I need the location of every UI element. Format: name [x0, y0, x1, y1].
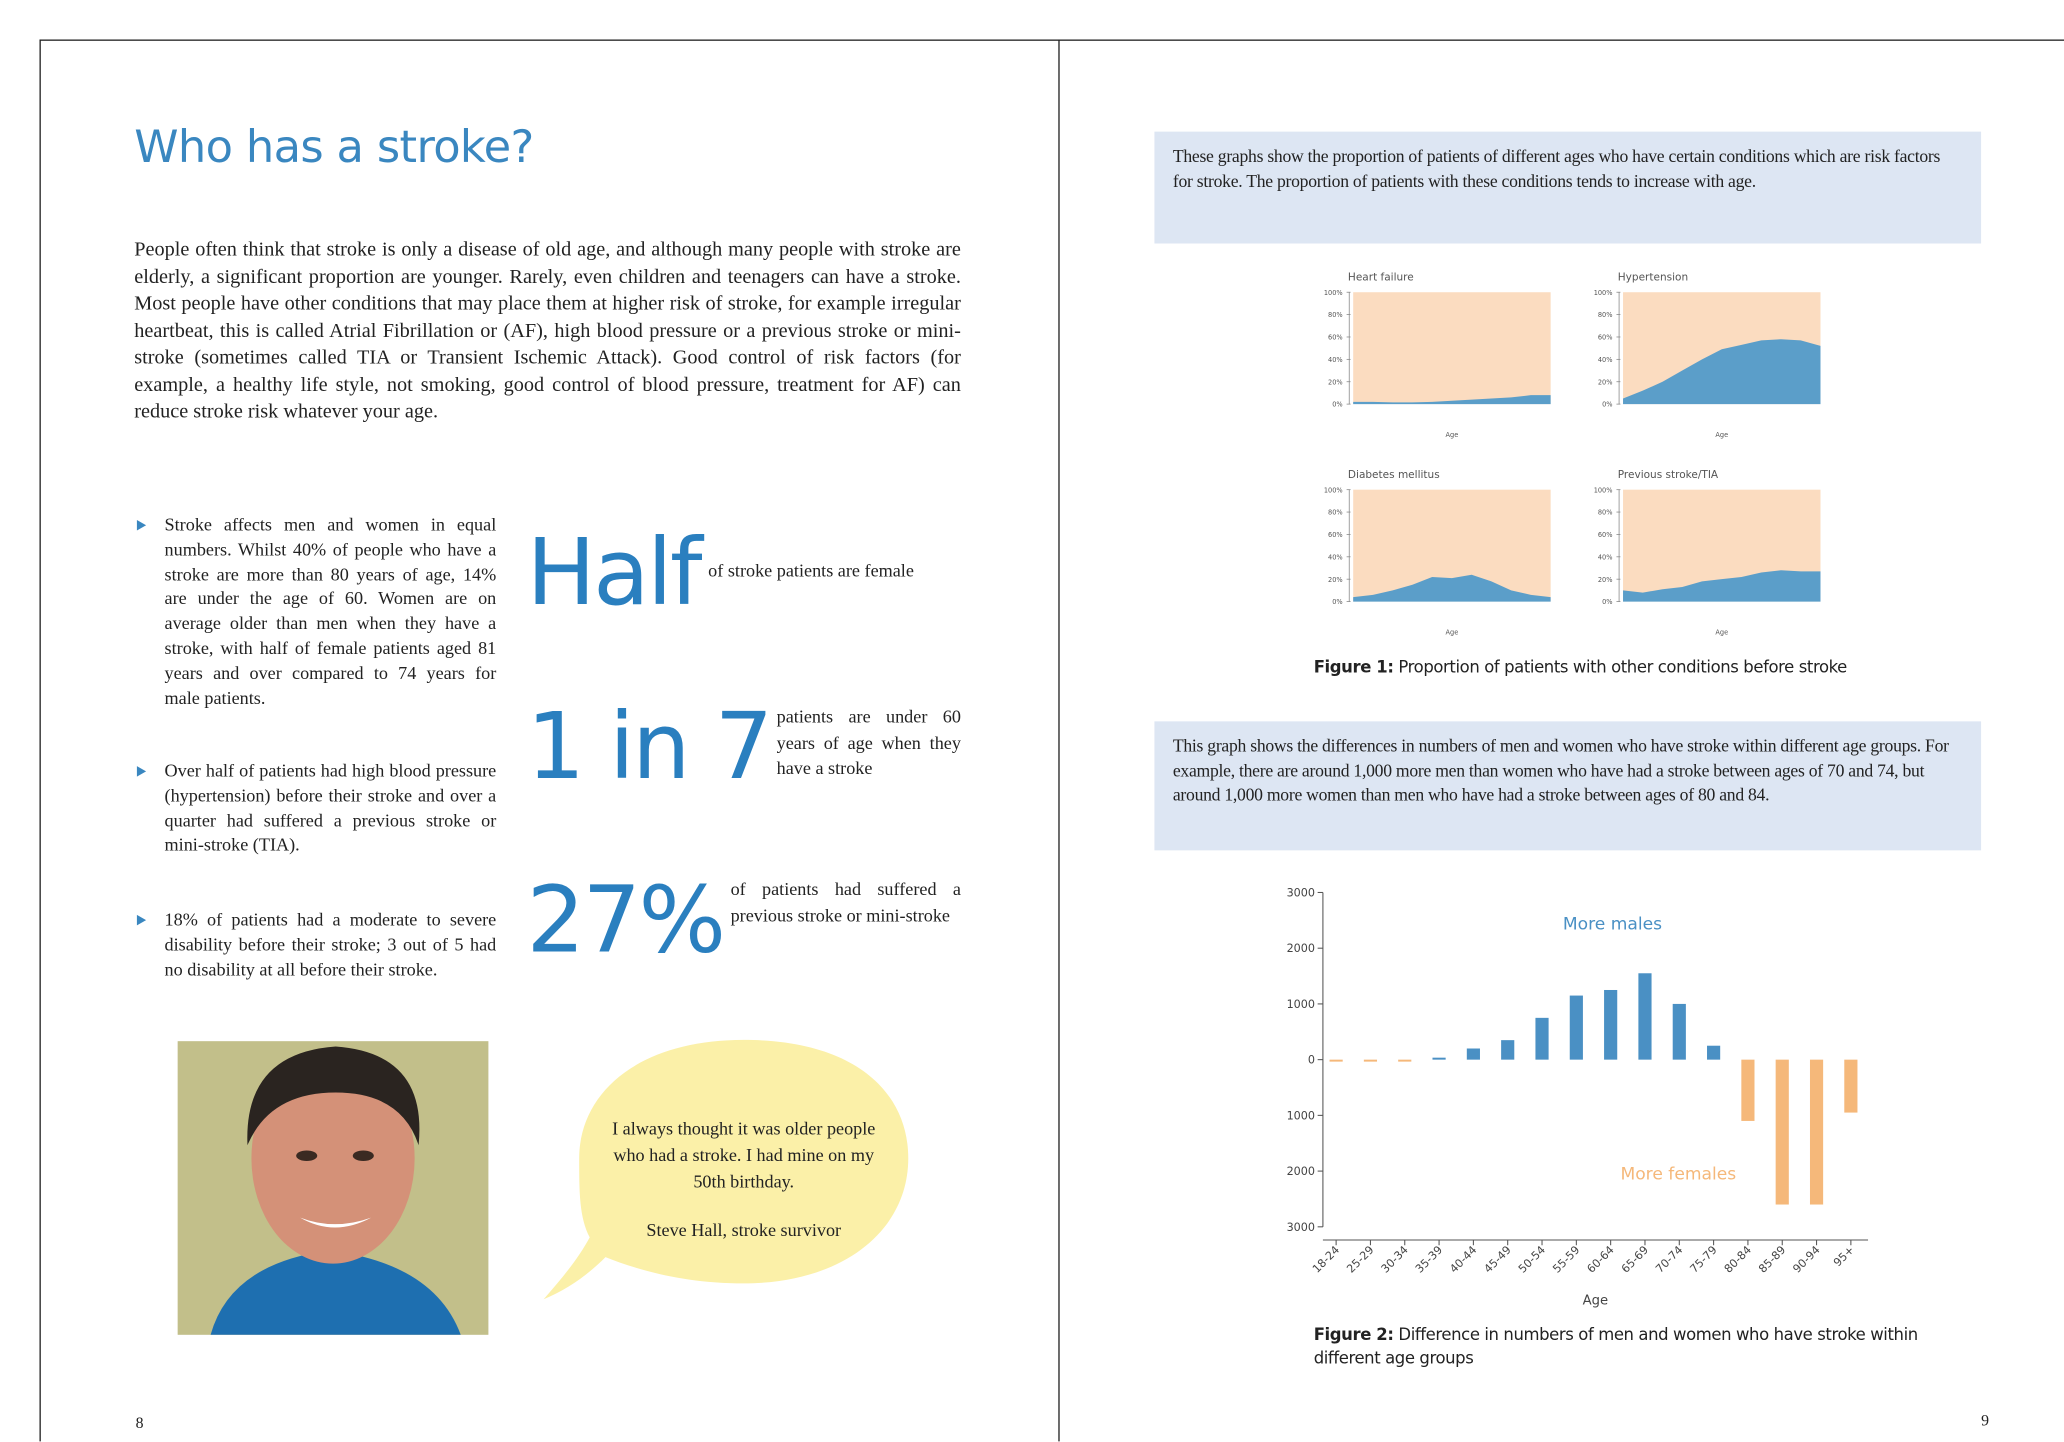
x-tick-label: 55-59 — [1550, 1243, 1582, 1275]
y-tick-label: 3000 — [1287, 886, 1315, 899]
bar — [1570, 996, 1583, 1060]
bar — [1501, 1040, 1514, 1060]
info-box: This graph shows the differences in numb… — [1154, 721, 1981, 850]
y-tick-label: 20% — [1598, 576, 1613, 584]
x-axis-label: Age — [1446, 431, 1459, 439]
y-tick-label: 40% — [1598, 553, 1613, 561]
plot-background — [1353, 292, 1550, 404]
chart-title: Previous stroke/TIA — [1618, 469, 1719, 481]
y-tick-label: 0% — [1602, 401, 1612, 409]
bar — [1673, 1004, 1686, 1060]
bar — [1741, 1060, 1754, 1121]
caption-text: Proportion of patients with other condit… — [1398, 657, 1846, 677]
chart-title: Heart failure — [1348, 271, 1414, 283]
y-tick-label: 20% — [1598, 378, 1613, 386]
y-tick-label: 100% — [1594, 289, 1613, 297]
y-tick-label: 0% — [1602, 598, 1612, 606]
y-tick-label: 40% — [1328, 553, 1343, 561]
photo-eye — [296, 1150, 317, 1161]
photo — [178, 1041, 489, 1335]
x-tick-label: 95+ — [1831, 1243, 1857, 1269]
bar — [1364, 1060, 1377, 1062]
chart-title: Hypertension — [1618, 271, 1688, 283]
figure-caption: Figure 1: Proportion of patients with ot… — [1314, 656, 1847, 680]
y-tick-label: 60% — [1328, 334, 1343, 342]
quote-attribution: Steve Hall, stroke survivor — [612, 1218, 875, 1244]
bar — [1535, 1018, 1548, 1060]
y-tick-label: 0% — [1332, 598, 1342, 606]
figure-caption: Figure 2: Difference in numbers of men a… — [1314, 1323, 1933, 1370]
quote-text: I always thought it was older people who… — [612, 1116, 875, 1195]
annotation: More males — [1563, 914, 1662, 934]
page-number: 8 — [136, 1414, 144, 1434]
bar — [1776, 1060, 1789, 1205]
x-axis-label: Age — [1715, 431, 1728, 439]
x-tick-label: 80-84 — [1722, 1243, 1754, 1275]
y-tick-label: 1000 — [1287, 998, 1315, 1011]
x-tick-label: 65-69 — [1619, 1243, 1651, 1275]
y-tick-label: 1000 — [1287, 1109, 1315, 1122]
x-tick-label: 60-64 — [1585, 1243, 1617, 1275]
x-tick-label: 45-49 — [1482, 1243, 1514, 1275]
x-tick-label: 75-79 — [1688, 1243, 1720, 1275]
y-tick-label: 100% — [1324, 289, 1343, 297]
bar — [1398, 1060, 1411, 1062]
bar — [1604, 990, 1617, 1060]
bar — [1467, 1049, 1480, 1060]
bar — [1810, 1060, 1823, 1205]
annotation: More females — [1620, 1164, 1736, 1184]
x-tick-label: 30-34 — [1379, 1243, 1411, 1275]
caption-text: Difference in numbers of men and women w… — [1314, 1324, 1918, 1367]
y-tick-label: 80% — [1598, 509, 1613, 517]
y-tick-label: 80% — [1328, 509, 1343, 517]
y-tick-label: 2000 — [1287, 942, 1315, 955]
bar — [1844, 1060, 1857, 1113]
photo-eye — [353, 1150, 374, 1161]
x-tick-label: 25-29 — [1344, 1243, 1376, 1275]
quote: I always thought it was older people who… — [612, 1116, 875, 1244]
x-tick-label: 90-94 — [1790, 1243, 1822, 1275]
y-tick-label: 40% — [1328, 356, 1343, 364]
y-tick-label: 80% — [1598, 311, 1613, 319]
figure-label: Figure 1: — [1314, 657, 1394, 677]
x-tick-label: 35-39 — [1413, 1243, 1445, 1275]
x-tick-label: 50-54 — [1516, 1243, 1548, 1275]
y-tick-label: 60% — [1598, 334, 1613, 342]
y-tick-label: 3000 — [1287, 1221, 1315, 1234]
bar — [1707, 1046, 1720, 1060]
chart-title: Diabetes mellitus — [1348, 469, 1440, 481]
y-tick-label: 20% — [1328, 378, 1343, 386]
spread: Who has a stroke? People often think tha… — [0, 0, 2064, 1441]
x-tick-label: 70-74 — [1653, 1243, 1685, 1275]
y-tick-label: 20% — [1328, 576, 1343, 584]
x-tick-label: 85-89 — [1756, 1243, 1788, 1275]
y-tick-label: 100% — [1324, 486, 1343, 494]
x-tick-label: 40-44 — [1447, 1243, 1479, 1275]
y-tick-label: 60% — [1328, 531, 1343, 539]
bar — [1330, 1060, 1343, 1062]
page-body: Who has a stroke? People often think tha… — [0, 0, 2064, 1442]
y-tick-label: 0 — [1308, 1054, 1315, 1067]
y-tick-label: 100% — [1594, 486, 1613, 494]
y-tick-label: 40% — [1598, 356, 1613, 364]
y-tick-label: 80% — [1328, 311, 1343, 319]
x-tick-label: 18-24 — [1310, 1243, 1342, 1275]
bar — [1432, 1058, 1445, 1060]
x-axis-label: Age — [1715, 628, 1728, 636]
x-axis-label: Age — [1583, 1293, 1608, 1308]
page-number: 9 — [1981, 1411, 1989, 1431]
y-tick-label: 60% — [1598, 531, 1613, 539]
figure-label: Figure 2: — [1314, 1324, 1394, 1344]
y-tick-label: 0% — [1332, 401, 1342, 409]
x-axis-label: Age — [1446, 628, 1459, 636]
bar — [1638, 973, 1651, 1059]
info-box: These graphs show the proportion of pati… — [1154, 132, 1981, 244]
y-tick-label: 2000 — [1287, 1165, 1315, 1178]
